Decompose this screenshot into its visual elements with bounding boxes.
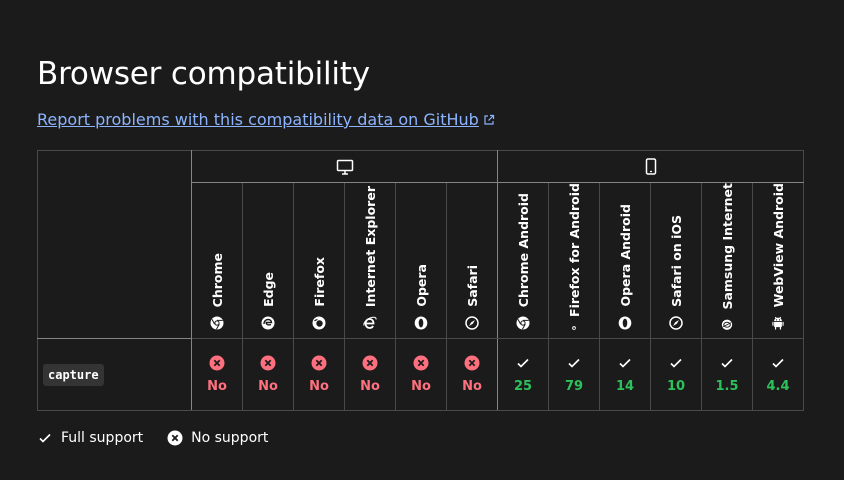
full-support-icon (772, 358, 784, 368)
support-cell[interactable]: No (344, 338, 396, 411)
support-value: 25 (513, 379, 533, 394)
browser-header: Edge (242, 182, 294, 339)
check-icon (39, 433, 51, 443)
support-value: 4.4 (766, 379, 790, 394)
opera-icon (618, 316, 632, 330)
firefox-icon (572, 326, 576, 330)
support-cell[interactable]: 25 (497, 338, 549, 411)
browser-name: Opera Android (617, 204, 633, 307)
browser-header: Opera Android (599, 182, 651, 339)
browser-header: Chrome Android (497, 182, 549, 339)
support-cell[interactable]: 4.4 (752, 338, 804, 411)
no-support-icon (362, 355, 378, 371)
browser-name: WebView Android (770, 183, 786, 308)
desktop-icon (336, 159, 353, 175)
support-value: 14 (615, 379, 635, 394)
no-support-icon (464, 355, 480, 371)
compatibility-table: Chrome Edge Firefox Internet Explorer Opera S… (37, 150, 804, 411)
report-problems-link[interactable]: Report problems with this compatibility … (37, 110, 495, 129)
no-support-icon (209, 355, 225, 371)
support-value: No (207, 379, 227, 394)
browser-header: Firefox (293, 182, 345, 339)
browser-name: Samsung Internet (719, 183, 735, 310)
browser-name: Chrome Android (515, 192, 531, 307)
full-support-icon (568, 358, 580, 368)
support-cell[interactable]: 14 (599, 338, 651, 411)
edge-icon (261, 316, 275, 330)
support-cell[interactable]: No (242, 338, 294, 411)
support-cell[interactable]: 1.5 (701, 338, 753, 411)
safari-icon (669, 316, 683, 330)
support-value: No (360, 379, 380, 394)
no-support-icon (311, 355, 327, 371)
support-value: 79 (564, 379, 584, 394)
browser-name: Safari (464, 265, 480, 307)
ie-icon (363, 316, 377, 329)
support-value: 1.5 (715, 379, 739, 394)
full-support-icon (619, 358, 631, 368)
external-link-icon (484, 114, 494, 125)
android-icon (772, 317, 784, 330)
support-cell[interactable]: 10 (650, 338, 702, 411)
browser-header: Samsung Internet (701, 182, 753, 339)
legend-full-support: Full support (37, 430, 143, 446)
browser-header: Safari (446, 182, 498, 339)
support-value: No (462, 379, 482, 394)
browser-name: Firefox (311, 257, 327, 307)
chrome-icon (210, 316, 224, 330)
browser-header: Firefox for Android (548, 182, 600, 339)
browser-header: Internet Explorer (344, 182, 396, 339)
support-value: 10 (666, 379, 686, 394)
support-cell[interactable]: No (293, 338, 345, 411)
full-support-icon (670, 358, 682, 368)
feature-name[interactable]: capture (43, 363, 104, 386)
legend-no-support: No support (167, 430, 268, 446)
browser-header: Safari on iOS (650, 182, 702, 339)
browser-name: Safari on iOS (668, 215, 684, 307)
support-value: No (309, 379, 329, 394)
legend-no-support-label: No support (191, 430, 269, 446)
support-cell[interactable]: 79 (548, 338, 600, 411)
browser-name: Edge (260, 272, 276, 307)
legend-full-support-label: Full support (61, 430, 144, 446)
browser-header: Chrome (191, 182, 243, 339)
browser-header: WebView Android (752, 182, 804, 339)
browser-header: Opera (395, 182, 447, 339)
no-support-icon (413, 355, 429, 371)
report-link-text: Report problems with this compatibility … (37, 110, 479, 129)
table-corner (37, 150, 192, 339)
page-title: Browser compatibility (37, 56, 370, 92)
chrome-icon (516, 316, 530, 330)
browser-name: Internet Explorer (362, 185, 378, 307)
legend: Full support No support (37, 430, 268, 446)
full-support-icon (517, 358, 529, 368)
support-cell[interactable]: No (191, 338, 243, 411)
browser-name: Firefox for Android (566, 183, 582, 317)
mobile-icon (645, 158, 656, 175)
cross-circle-icon (167, 430, 183, 446)
support-value: No (258, 379, 278, 394)
browser-name: Chrome (209, 252, 225, 307)
platform-desktop-header (191, 150, 498, 183)
feature-name-cell: capture (37, 338, 192, 411)
firefox-icon (312, 316, 326, 330)
safari-icon (465, 316, 479, 330)
samsung-internet-icon (721, 319, 733, 330)
browser-name: Opera (413, 264, 429, 307)
support-value: No (411, 379, 431, 394)
opera-icon (414, 316, 428, 330)
no-support-icon (260, 355, 276, 371)
support-cell[interactable]: No (395, 338, 447, 411)
platform-mobile-header (497, 150, 804, 183)
support-cell[interactable]: No (446, 338, 498, 411)
full-support-icon (721, 358, 733, 368)
